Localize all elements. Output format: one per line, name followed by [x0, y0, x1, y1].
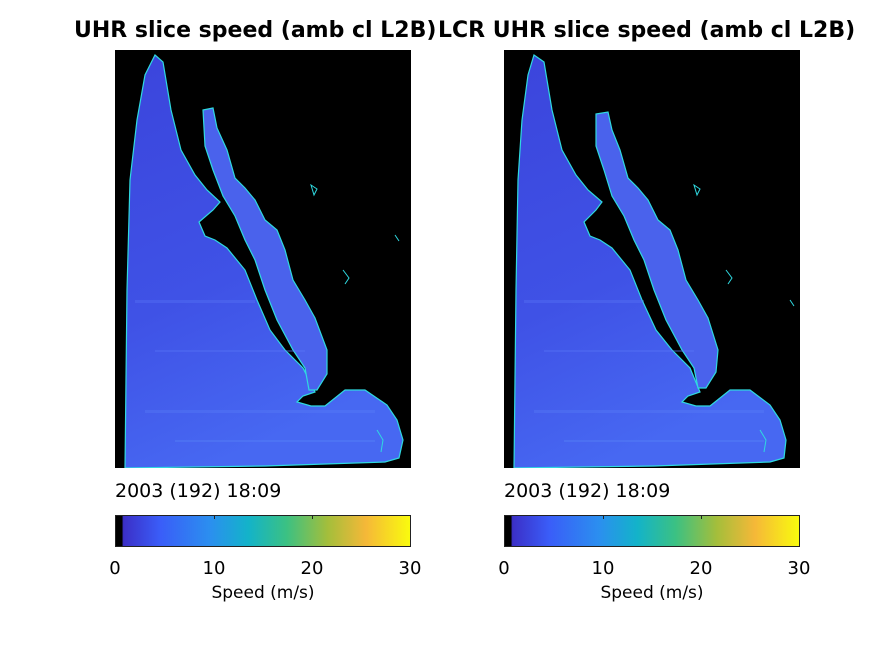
map-image [124, 54, 404, 468]
colorbar-label: Speed (m/s) [600, 583, 704, 603]
colorbar-tick [312, 515, 313, 519]
map-image [513, 54, 795, 468]
colorbar-tick-label: 30 [787, 558, 811, 579]
coast-fragment [310, 183, 318, 197]
ocean-region [124, 54, 404, 468]
speckle-texture [524, 300, 764, 442]
panel-1-timestamp: 2003 (192) 18:09 [115, 480, 282, 502]
gulf-region [595, 111, 719, 389]
colorbar-tick-label: 0 [498, 558, 510, 579]
panel-2-title: LCR UHR slice speed (amb cl L2B) [438, 18, 856, 43]
panel-2-timestamp: 2003 (192) 18:09 [504, 480, 671, 502]
colorbar-tick-label: 0 [109, 558, 121, 579]
coast-fragment [394, 234, 400, 242]
gulf-region [202, 107, 328, 391]
coast-fragment [342, 269, 350, 285]
colorbar-tick [214, 515, 215, 519]
colorbar-label: Speed (m/s) [211, 583, 315, 603]
panel-1-title: UHR slice speed (amb cl L2B) [74, 18, 437, 43]
colorbar-tick-label: 10 [202, 558, 226, 579]
colorbar-tick [603, 515, 604, 519]
speckle-texture [135, 300, 375, 442]
colorbar-tick-label: 20 [689, 558, 713, 579]
colorbar-tick [701, 515, 702, 519]
panel-2-colorbar [504, 515, 800, 547]
panel-2-map [504, 50, 800, 468]
coast-fragment [725, 269, 733, 285]
coast-fragment [376, 429, 384, 453]
coast-fragment [693, 183, 701, 197]
ocean-region [513, 54, 787, 468]
coast-fragment [789, 299, 795, 307]
panel-1-colorbar [115, 515, 411, 547]
panel-1-map [115, 50, 411, 468]
colorbar-tick-label: 20 [300, 558, 324, 579]
coast-fragment [759, 429, 767, 453]
colorbar-tick-label: 30 [398, 558, 422, 579]
colorbar-tick-label: 10 [591, 558, 615, 579]
